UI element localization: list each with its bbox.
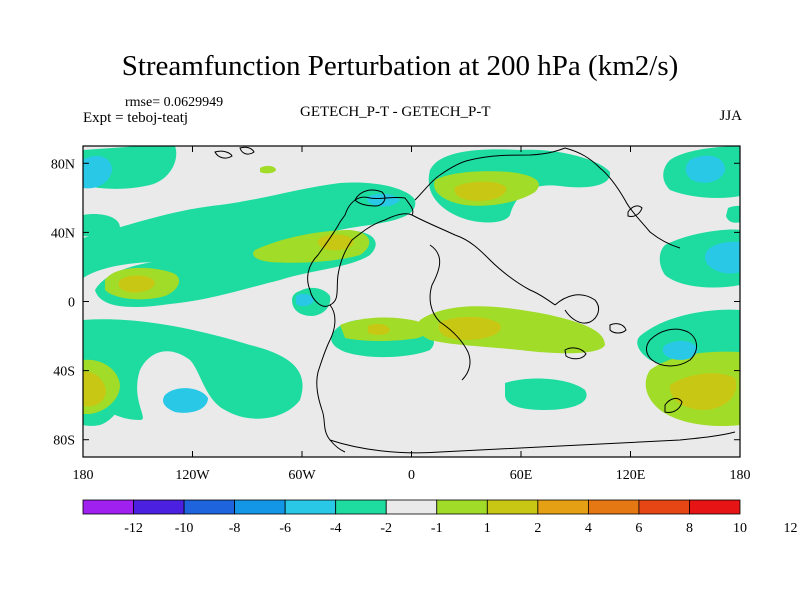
contour-pos-arctic-dot <box>260 165 276 174</box>
contour-neg-indian-south <box>505 378 587 410</box>
colorbar-label: -1 <box>431 521 443 536</box>
contour-neg-south-pacific <box>83 319 303 420</box>
colorbar-swatch <box>183 499 236 515</box>
coast-east-asia <box>564 147 681 249</box>
colorbar-label: 4 <box>585 521 592 536</box>
coast-eurasia-south <box>411 214 556 306</box>
y-tick-label: 80S <box>53 434 75 449</box>
colorbar-label: -2 <box>380 521 392 536</box>
coast-africa <box>429 244 471 381</box>
colorbar-label: 10 <box>733 521 747 536</box>
axis-ticks: 180 120W 60W 0 60E 120E 180 80N 40N 0 40S 80S <box>51 146 751 483</box>
colorbar-swatch <box>284 499 337 515</box>
colorbar-swatch <box>436 499 488 515</box>
colorbar-label: 8 <box>686 521 693 536</box>
experiment-label: Expt = teboj-teatj <box>83 110 189 126</box>
colorbar-swatch <box>82 499 134 515</box>
x-tick-label: 0 <box>408 468 415 483</box>
contour-core-south-indian-east <box>662 340 698 360</box>
colorbar-swatch <box>234 499 286 515</box>
colorbar-swatch <box>385 499 438 515</box>
contour-core-tropical-pacific-patch <box>296 293 314 307</box>
colorbar-swatch <box>537 499 589 515</box>
center-label: GETECH_P-T - GETECH_P-T <box>300 104 491 120</box>
coast-southeast-asia <box>564 323 627 360</box>
contour-core-south-atlantic <box>368 323 390 335</box>
y-tick-label: 0 <box>68 296 75 311</box>
coast-north-america <box>307 196 414 307</box>
colorbar-label: -4 <box>330 521 342 536</box>
rmse-label: rmse= 0.0629949 <box>125 95 224 110</box>
colorbar-label: 12 <box>784 521 798 536</box>
contour-core-arctic-north-america <box>366 193 400 207</box>
x-tick-label: 120W <box>175 468 210 483</box>
contour-core-arctic-east <box>685 155 725 183</box>
contour-neg-ne-pacific <box>83 182 416 278</box>
contour-neg-east-sliver <box>726 205 740 223</box>
coast-indian-east <box>554 294 600 324</box>
season-label: JJA <box>719 108 742 124</box>
coast-greenland <box>354 189 386 207</box>
colorbar-swatch <box>335 499 387 515</box>
contour-core-arctic-west <box>83 155 112 189</box>
coast-south-america <box>316 304 346 453</box>
coast-eurasia-north <box>414 147 566 201</box>
colorbar-label: -6 <box>279 521 291 536</box>
contour-core-west-pacific <box>705 241 740 274</box>
colorbar-label: -12 <box>124 521 143 536</box>
y-tick-label: 40N <box>51 226 75 241</box>
x-tick-label: 60W <box>288 468 316 483</box>
contour-neg-dateline-west <box>83 214 120 237</box>
contour-core-south-pacific-west <box>83 371 106 407</box>
colorbar-swatch <box>587 499 640 515</box>
coast-japan <box>627 205 643 217</box>
colorbar-swatch <box>689 499 741 515</box>
x-tick-label: 60E <box>510 468 533 483</box>
colorbar-label: 2 <box>534 521 541 536</box>
coast-new-zealand <box>664 397 683 413</box>
contour-core-south-indian <box>438 316 501 340</box>
y-tick-label: 80N <box>51 157 75 172</box>
colorbar-swatch <box>133 499 185 515</box>
colorbar: -12 -10 -8 -6 -4 -2 -1 1 2 4 6 8 10 12 <box>82 499 798 536</box>
coastlines <box>214 146 736 454</box>
contour-core-sw-pacific <box>669 373 737 410</box>
x-tick-label: 180 <box>730 468 751 483</box>
contour-core-south-pacific <box>163 388 208 413</box>
x-tick-label: 120E <box>616 468 646 483</box>
coast-antarctica <box>329 431 736 454</box>
chart-title: Streamfunction Perturbation at 200 hPa (… <box>121 50 679 82</box>
colorbar-swatch <box>638 499 690 515</box>
coast-australia <box>646 328 697 367</box>
x-tick-label: 180 <box>73 468 94 483</box>
contour-core-eurasia <box>454 181 507 202</box>
contour-fills <box>83 146 740 427</box>
colorbar-label: 6 <box>635 521 642 536</box>
colorbar-label: 1 <box>484 521 491 536</box>
colorbar-label: -8 <box>229 521 241 536</box>
contour-core-tropical-pacific <box>118 275 155 293</box>
coast-arctic-islands <box>214 146 255 159</box>
y-tick-label: 40S <box>53 365 75 380</box>
colorbar-label: -10 <box>175 521 194 536</box>
contour-core-tropical-atlantic <box>317 234 354 251</box>
colorbar-swatch <box>486 499 539 515</box>
